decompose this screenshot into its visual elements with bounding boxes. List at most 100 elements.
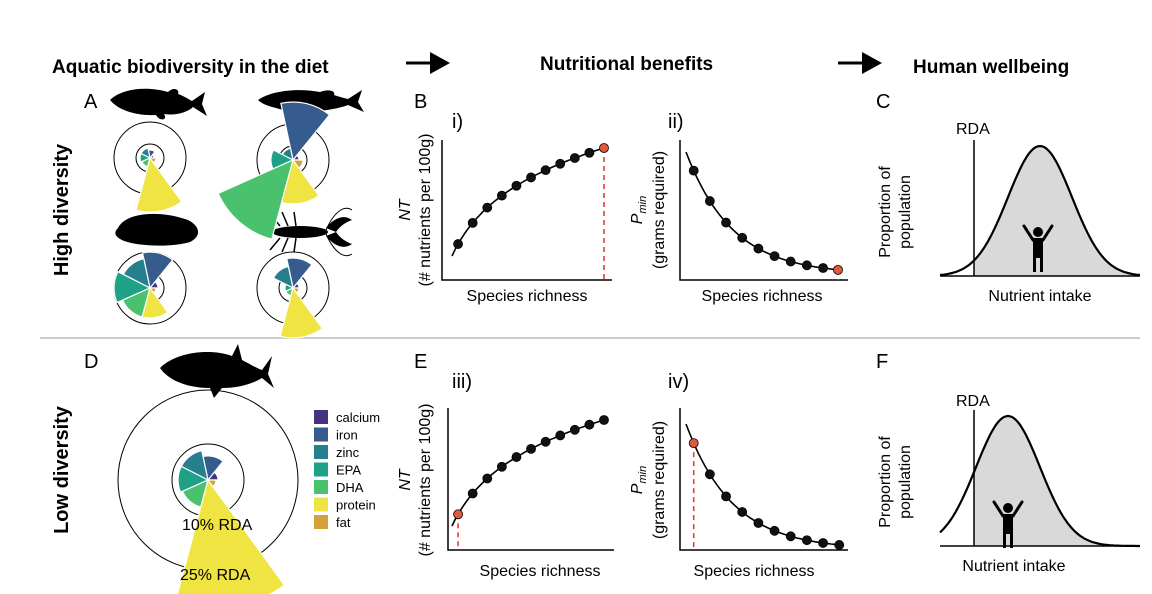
data-point <box>584 419 595 430</box>
arrow-right-icon <box>406 52 450 74</box>
y-axis-label-sub: (# nutrients per 100g) <box>417 134 434 287</box>
data-point <box>704 196 715 206</box>
pie-sector-protein <box>280 158 320 205</box>
data-point <box>737 507 748 517</box>
data-point <box>753 518 764 528</box>
pie-sector-EPA <box>177 465 210 493</box>
pie-sector-fat <box>148 287 157 294</box>
y-axis-label-sub: (# nutrients per 100g) <box>417 404 434 557</box>
x-axis-label: Nutrient intake <box>962 558 1065 575</box>
data-point <box>526 172 536 183</box>
data-point <box>511 180 522 191</box>
panel-label-d: D <box>84 351 98 373</box>
data-point <box>482 473 493 484</box>
trend-curve <box>685 151 841 271</box>
panel-label-a: A <box>84 91 98 113</box>
y-axis-label-main: NT <box>397 198 414 221</box>
y-axis-label-main: Pmin <box>629 466 649 494</box>
nutrient-pie-chart <box>113 121 187 213</box>
nutrient-pie-chart <box>217 101 331 240</box>
axes <box>441 140 612 281</box>
legend-swatch <box>314 410 328 424</box>
data-point <box>801 535 812 546</box>
pie-sector-protein <box>176 478 286 594</box>
highlight-dot <box>688 438 699 449</box>
person-icon <box>992 500 1024 548</box>
y-axis-label-line1: Proportion of <box>877 436 894 528</box>
data-point <box>704 469 715 480</box>
data-point <box>467 488 478 499</box>
data-point <box>467 217 478 228</box>
tuna-icon <box>160 344 274 398</box>
nutrient-legend: calcium iron zinc EPA DHA protein fat <box>314 410 380 530</box>
data-point <box>555 158 566 169</box>
data-point <box>453 239 463 249</box>
y-axis-label-sub: (grams required) <box>651 421 668 539</box>
data-point <box>688 165 699 176</box>
pie-sector-fat <box>148 157 157 164</box>
x-axis-label: Nutrient intake <box>988 288 1091 305</box>
data-point <box>599 415 609 425</box>
rda-label: RDA <box>956 121 990 138</box>
pie-sector-iron <box>286 257 313 290</box>
panel-label-c: C <box>876 91 890 113</box>
legend-label: fat <box>336 515 351 530</box>
trend-curve <box>685 423 841 546</box>
nutrient-pie-chart <box>117 389 299 594</box>
axes <box>447 408 614 551</box>
axes <box>679 140 848 281</box>
legend-swatch <box>314 445 328 459</box>
plot-iii: Species richness NT (# nutrients per 100… <box>397 404 614 580</box>
data-point <box>540 165 551 176</box>
plot-ii: Species richness Pmin (grams required) <box>629 140 848 305</box>
axes <box>679 408 848 551</box>
panel-label-i: i) <box>452 111 463 133</box>
x-axis-label: Species richness <box>467 288 588 305</box>
data-point <box>540 436 551 447</box>
pie-sector-protein <box>135 156 183 213</box>
pie-sector-protein <box>141 286 169 319</box>
fish-icon <box>110 88 207 120</box>
row-label-low: Low diversity <box>51 405 73 534</box>
trend-curve <box>451 147 605 257</box>
pie-sector-iron <box>280 101 331 162</box>
legend-label: zinc <box>336 445 360 460</box>
pie-sector-fat <box>291 159 304 169</box>
highlight-dot <box>833 264 843 275</box>
plot-iv: Species richness Pmin (grams required) <box>629 408 848 580</box>
person-icon <box>1022 224 1054 272</box>
nutrient-pie-chart <box>113 251 187 325</box>
panel-label-e: E <box>414 351 427 373</box>
pie-sector-DHA <box>217 158 294 240</box>
data-point <box>526 443 536 454</box>
data-point <box>584 147 595 158</box>
header-wellbeing: Human wellbeing <box>913 57 1069 78</box>
legend-swatch <box>314 497 328 512</box>
x-axis-label: Species richness <box>702 288 823 305</box>
y-axis-label-sub: (grams required) <box>651 151 668 269</box>
panel-label-b: B <box>414 91 427 113</box>
intake-above-rda-area <box>974 146 1140 276</box>
header-benefits: Nutritional benefits <box>540 54 713 75</box>
data-point <box>834 540 845 550</box>
data-point <box>511 452 522 462</box>
row-label-high: High diversity <box>51 143 73 276</box>
data-point <box>721 491 731 502</box>
legend-label: iron <box>336 428 358 443</box>
data-point <box>785 256 796 267</box>
pie-sector-iron <box>141 251 174 290</box>
data-point <box>569 424 580 435</box>
panel-label-f: F <box>876 351 888 373</box>
nutrient-pie-chart <box>256 251 330 339</box>
data-point <box>769 525 780 536</box>
pie-sector-protein <box>279 286 324 339</box>
mussel-icon <box>115 213 199 246</box>
legend-swatch <box>314 515 328 529</box>
ring-label-outer: 25% RDA <box>180 567 251 584</box>
legend-label: protein <box>336 498 376 513</box>
data-point <box>818 538 828 548</box>
intake-above-rda-area <box>974 416 1140 546</box>
legend-swatch <box>314 427 328 442</box>
distribution-plot-f: RDA Nutrient intake Proportion of popula… <box>877 393 1140 575</box>
panel-label-ii: ii) <box>668 111 684 133</box>
